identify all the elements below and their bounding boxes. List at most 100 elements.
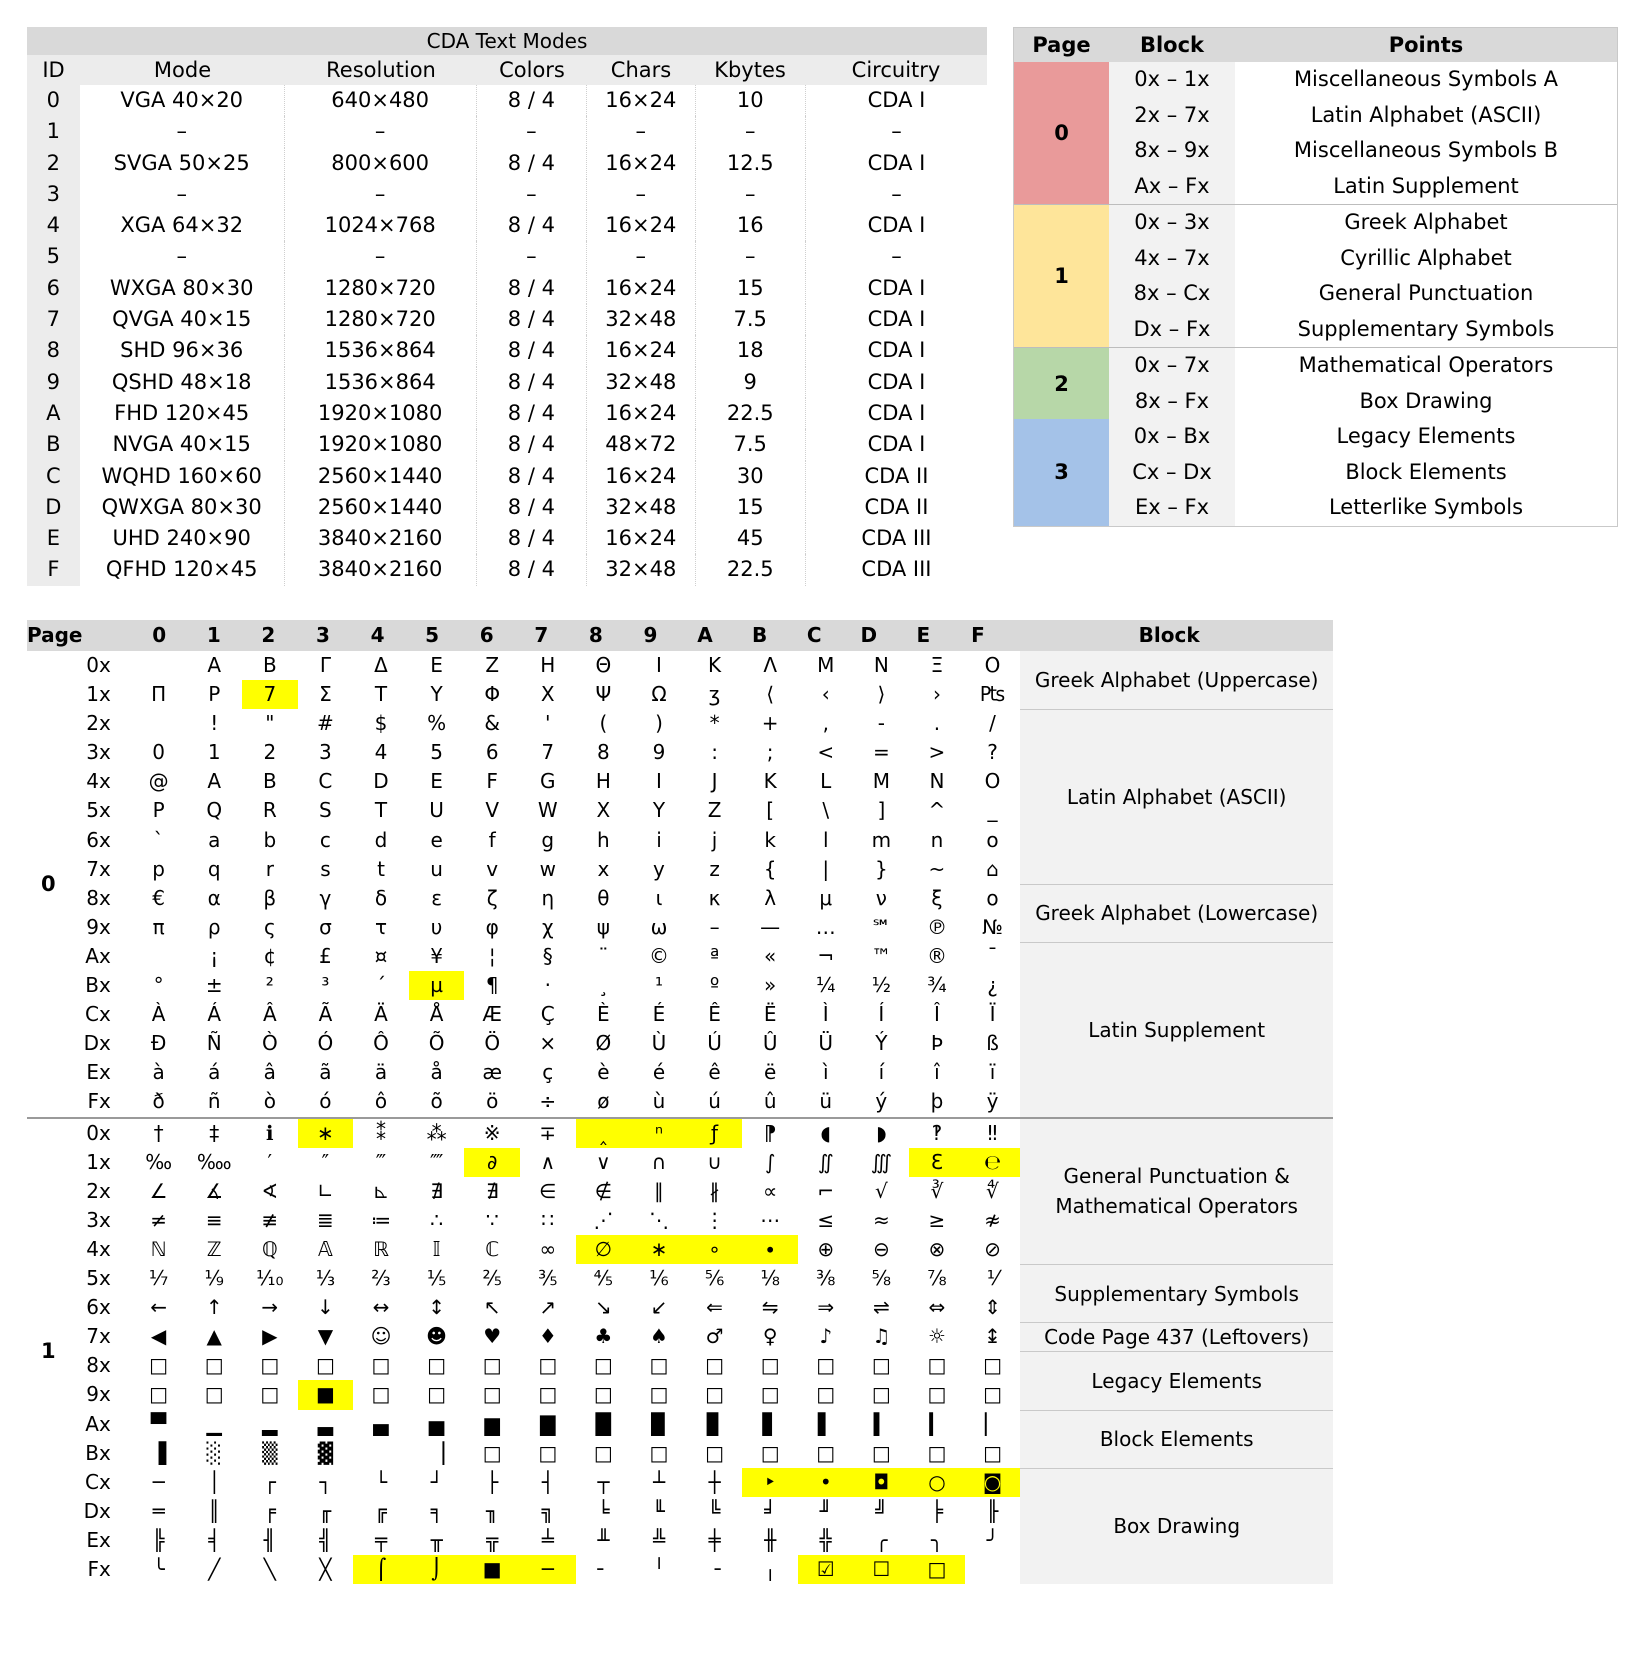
glyph-cell: d [374,827,388,852]
glyph-cell: ℕ [150,1236,167,1261]
glyph-cell: ¼ [816,973,836,998]
glyph-cell: □ [760,1353,780,1378]
glyph-cell: ¨ [598,943,609,968]
mode-resolution: 1024×768 [283,210,476,242]
mode-id: 4 [27,210,80,242]
code-page-block-label: Latin Alphabet (ASCII) [1020,709,1333,884]
code-page-row: 3x ≠ ≡ ≢ ≣ ≔ ∴ ∵ ∷ ⋰ ⋱ ⋮ ⋯ ≤ ≈ ≥ ≉ [73,1206,1021,1235]
glyph-cell [353,1439,409,1468]
glyph-cell: ý [875,1089,888,1114]
glyph-cell: ♠ [650,1324,668,1349]
mode-resolution: 1280×720 [283,272,476,305]
glyph-cell: □ [371,1382,391,1407]
mode-circuitry: CDA II [804,491,987,524]
mode-id: 5 [27,241,80,273]
glyph-cell: 5 [430,740,443,765]
glyph-cell: ∫ [764,1149,776,1174]
glyph-cell: ╚ [708,1498,721,1523]
glyph-cell: ▕ [428,1440,445,1465]
glyph-cell: ι [655,885,663,910]
mode-id: F [27,554,80,586]
block-row: Ex – Fx Letterlike Symbols [1109,490,1617,526]
row-label: 5x [86,798,111,823]
glyph-cell: ⁂ [426,1120,447,1145]
glyph-cell: B [262,769,277,794]
glyph-cell: ┬ [597,1469,610,1494]
mode-circuitry: CDA I [804,304,987,336]
glyph-cell: ⋯ [760,1207,781,1232]
glyph-cell: F [486,769,498,794]
glyph-cell: ¢ [263,943,277,968]
glyph-cell: Ψ [595,682,612,707]
glyph-cell: ┼ [708,1469,721,1494]
glyph-cell: v [486,856,499,881]
glyph-cell: ⇋ [761,1295,779,1320]
block-group: 3 0x – Bx Legacy Elements Cx – Dx Block Elem… [1014,419,1617,526]
glyph-cell: È [597,1002,610,1027]
glyph-cell: ∡ [205,1178,224,1203]
code-page-row: Ax ▀ ▁ ▂ ▃ ▄ ▅ ▆ ▇ █ ▉ ▊ ▋ ▌ ▍ ▎ ▏ [73,1410,1021,1439]
mode-kbytes: 15 [694,272,805,305]
block-name: General Punctuation [1318,281,1534,305]
glyph-cell: ╯ [986,1527,999,1552]
glyph-cell: □ [927,1353,947,1378]
glyph-cell: ╝ [875,1498,888,1523]
code-page-row: 6x ← ↑ → ↓ ↔ ↕ ↖ ↗ ↘ ↙ ⇐ ⇋ ⇒ ⇌ ⇔ ⇕ [73,1293,1021,1322]
glyph-cell: ╒ [263,1498,276,1523]
glyph-cell: ○ [909,1467,965,1497]
mode-chars: 16×24 [586,460,694,492]
code-page-row: Cx À Á Â Ã Ä Å Æ Ç È É Ê Ë Ì Í Î Ï [73,1000,1021,1029]
glyph-cell: ( [599,711,608,736]
block-range: 4x – 7x [1109,240,1235,276]
glyph-cell: â [263,1060,276,1085]
glyph-cell: ø [597,1089,610,1114]
mode-id: 3 [27,178,80,211]
mode-resolution: 640×480 [283,85,476,117]
glyph-cell: □ [482,1440,502,1465]
glyph-cell: ▓ [317,1440,334,1465]
block-name: Miscellaneous Symbols B [1293,138,1559,162]
mode-chars: – [586,241,694,273]
glyph-cell: Ρ [208,682,221,707]
glyph-cell: » [764,973,777,998]
glyph-cell: ÷ [539,1089,557,1114]
glyph-cell: ╰ [152,1556,165,1581]
block-group-rows: 0x – Bx Legacy Elements Cx – Dx Block Eleme… [1109,419,1617,526]
code-page-row: 2x ∠ ∡ ∢ ∟ ⊾ ∄ ∄ ∈ ∉ ∥ ∦ ∝ ⌐ √ ∛ ∜ [73,1177,1021,1206]
glyph-cell: j [711,827,718,852]
mode-resolution: 800×600 [283,147,476,179]
mode-row: 6 WXGA 80×30 1280×720 8 / 4 16×24 15 CDA I [27,272,987,305]
glyph-cell: E [430,769,443,794]
text-modes-table: CDA Text Modes ID Mode Resolution Colors… [27,27,987,586]
glyph-cell: K [763,769,777,794]
glyph-cell: $ [374,711,388,736]
glyph-cell: Μ [817,653,835,677]
glyph-cell: 7 [541,740,555,765]
glyph-cell: Θ [595,653,612,677]
glyph-cell: □ [705,1353,725,1378]
mode-name: UHD 240×90 [112,526,251,551]
code-page-row: 4x ℕ ℤ ℚ 𝔸 ℝ 𝕀 ℂ ∞ ∅ ∗ ∘ ∙ ⊕ ⊖ ⊗ ⊘ [73,1234,1021,1265]
glyph-cell: - [877,711,885,736]
unicode-blocks-table: Page Block Points 0 0x – 1x Miscellaneous … [1013,27,1618,527]
glyph-cell: ℮ [964,1147,1021,1177]
mode-resolution: 1920×1080 [283,429,476,461]
code-page-block-label: General Punctuation & Mathematical Opera… [1055,1164,1298,1219]
glyph-cell: J [711,769,718,794]
header-col-D: D [860,623,878,647]
mode-row: F QFHD 120×45 3840×2160 8 / 4 32×48 22.5 CDA I… [27,554,987,586]
glyph-cell: p [152,856,165,881]
glyph-cell: ∩ [651,1149,667,1174]
block-name: Block Elements [1345,459,1507,484]
row-label: 1x [86,1149,111,1174]
header-col-8: 8 [588,623,603,647]
glyph-cell: ο [986,885,999,910]
glyph-cell: ^ [928,798,946,823]
glyph-cell: | [822,856,830,881]
row-label: 2x [86,1178,111,1203]
row-label: 7x [86,856,111,881]
mode-row: B NVGA 40×15 1920×1080 8 / 4 48×72 7.5 CDA I [27,429,987,461]
glyph-cell: 3 [319,740,332,765]
glyph-cell: ≤ [817,1207,835,1232]
glyph-cell: ℚ [261,1236,278,1261]
